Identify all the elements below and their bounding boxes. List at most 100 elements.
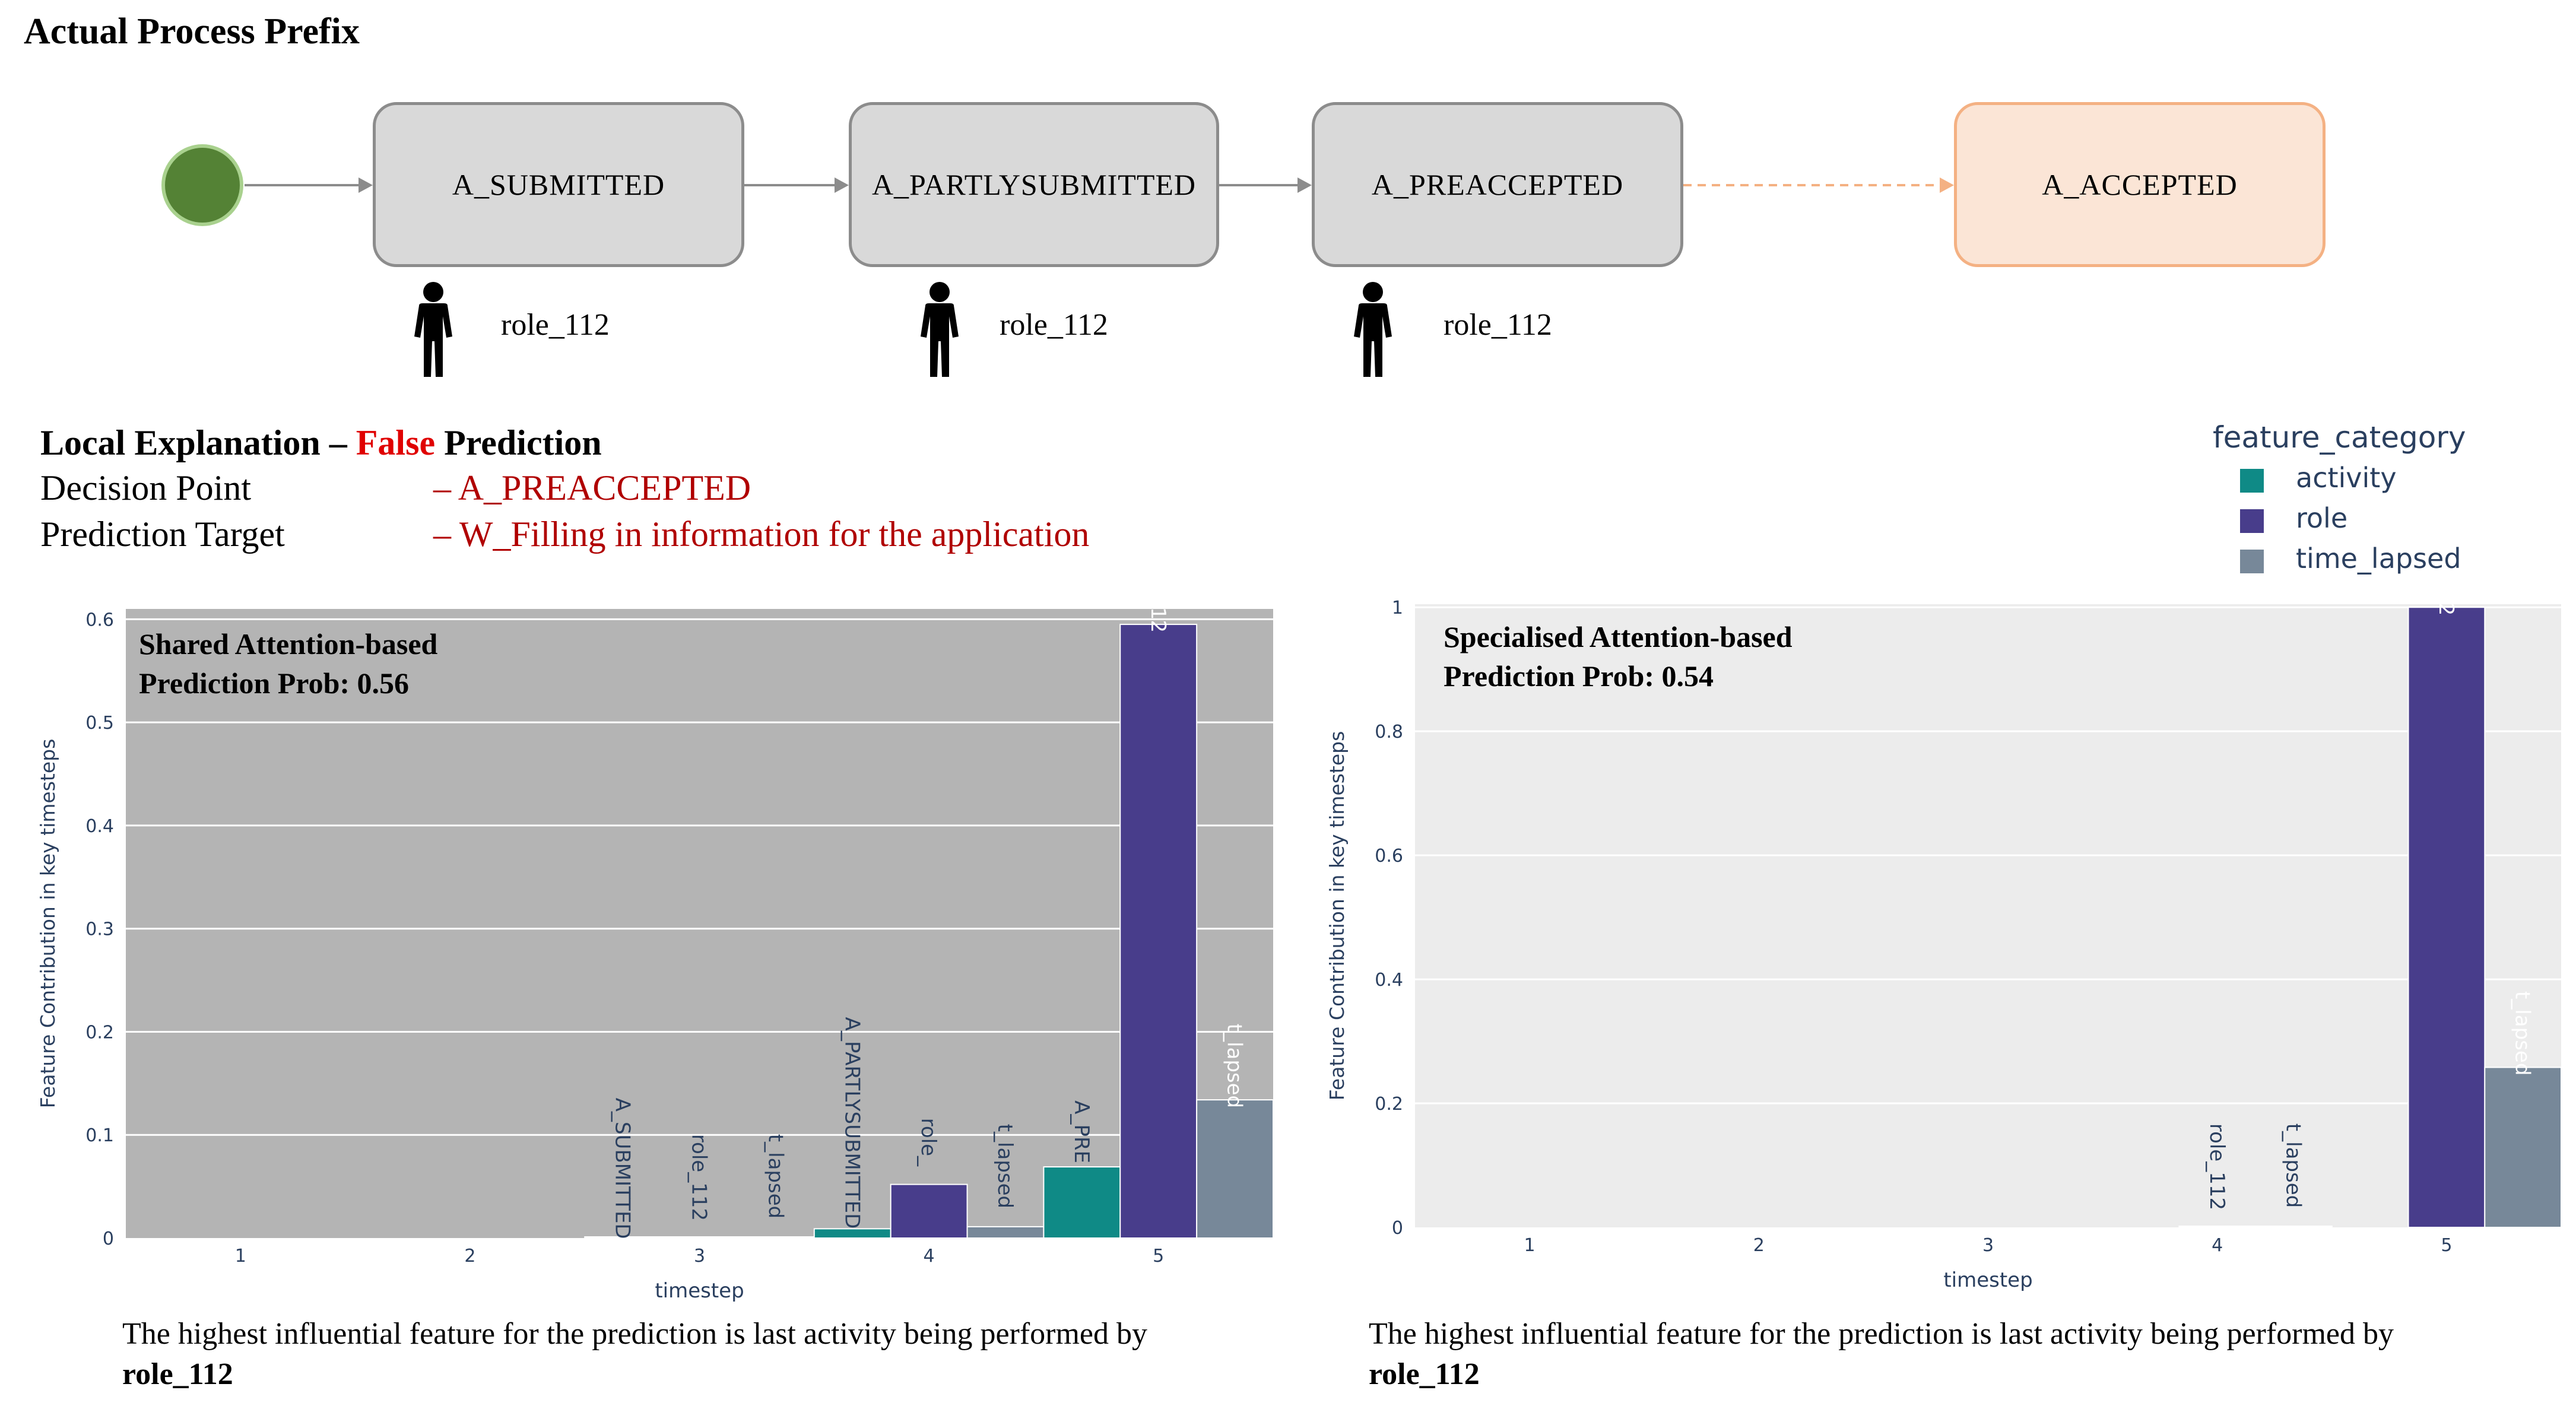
y-tick-label: 0.4: [1375, 970, 1403, 991]
legend-swatch: [2240, 550, 2264, 573]
bar-label: t_lapsed: [993, 1124, 1017, 1208]
specialised-chart-title: Specialised Attention-based Prediction P…: [1444, 617, 1793, 696]
bar-label: role_: [916, 1118, 940, 1167]
caption-bold: role_112: [1369, 1357, 1480, 1391]
bar-time_lapsed: [1196, 1099, 1274, 1239]
shared-chart-caption: The highest influential feature for the …: [122, 1314, 1238, 1395]
plot-area: [126, 609, 1273, 1238]
bar-label: A_PRE: [1070, 1100, 1093, 1163]
legend: feature_category activity role time_laps…: [2213, 420, 2492, 586]
y-tick-label: 0.8: [1375, 722, 1403, 742]
process-connectors: [161, 144, 1954, 226]
legend-item-label: activity: [2296, 462, 2397, 494]
person-icon: [1354, 282, 1392, 377]
x-axis-label: timestep: [1943, 1268, 2032, 1292]
y-tick-label: 0.4: [85, 816, 114, 837]
bar-label: t_lapsed: [2282, 1123, 2305, 1208]
bar-label: t_lapsed: [2511, 991, 2534, 1075]
activity-node-a-preaccepted: A_PREACCEPTED: [1312, 102, 1683, 267]
heading-prefix: Local Explanation –: [40, 423, 356, 462]
bar-role: [2407, 607, 2486, 1229]
x-tick-label: 1: [235, 1246, 246, 1267]
bar-label: A_SUBMITTED: [611, 1098, 635, 1239]
heading-highlight: False: [356, 423, 436, 462]
y-tick-label: 0.5: [85, 713, 114, 734]
role-label: role_112: [1444, 308, 1552, 342]
x-tick-label: 5: [1153, 1246, 1164, 1267]
y-tick-label: 1: [1392, 598, 1403, 618]
y-tick-label: 0.1: [85, 1125, 114, 1146]
bar-activity: [1043, 1166, 1121, 1239]
x-tick-label: 4: [924, 1246, 935, 1267]
bar-label: role_112: [2205, 1123, 2229, 1210]
chart-subtitle-text: Prediction Prob: 0.56: [139, 666, 410, 700]
bar-role: [2178, 1226, 2257, 1228]
legend-title: feature_category: [2213, 420, 2466, 455]
shared-chart-title: Shared Attention-based Prediction Prob: …: [139, 624, 437, 703]
y-tick-label: 0: [1392, 1218, 1403, 1239]
chart-subtitle-text: Prediction Prob: 0.54: [1444, 659, 1714, 693]
legend-swatch: [2240, 469, 2264, 493]
legend-item-label: role: [2296, 502, 2348, 534]
specialised-chart-caption: The highest influential feature for the …: [1369, 1314, 2485, 1395]
bar-role: [661, 1236, 738, 1239]
activity-node-label: A_SUBMITTED: [452, 168, 665, 201]
chart-title-text: Shared Attention-based: [139, 627, 438, 661]
x-tick-label: 5: [2441, 1235, 2452, 1256]
bar-role: [890, 1183, 968, 1239]
heading-suffix: Prediction: [435, 423, 602, 462]
y-tick-label: 0.2: [85, 1022, 114, 1043]
chart-title-text: Specialised Attention-based: [1444, 620, 1793, 653]
y-tick-label: 0.6: [85, 610, 114, 630]
activity-node-a-partlysubmitted: A_PARTLYSUBMITTED: [849, 102, 1219, 267]
person-icon: [921, 282, 959, 377]
role-label: role_112: [501, 308, 610, 342]
bar-label: role_112: [1146, 593, 1170, 633]
y-axis-label: Feature Contribution in key timesteps: [1325, 731, 1349, 1101]
y-tick-label: 0.6: [1375, 846, 1403, 867]
bar-label: role_112: [687, 1134, 711, 1221]
process-title: Actual Process Prefix: [24, 11, 360, 52]
bar-label: t_lapsed: [763, 1134, 787, 1218]
bar-time_lapsed: [737, 1236, 815, 1239]
bar-label: role_112: [2434, 593, 2458, 615]
specialised-attention-chart: 0 0.2 0.4 0.6 0.8 1 1 2 3 4 role_112 t_lapsed 5 role_…: [1325, 593, 2562, 1292]
x-tick-label: 3: [1982, 1235, 1994, 1256]
bar-label: A_PARTLYSUBMITTED: [840, 1017, 864, 1229]
bar-time_lapsed: [2255, 1226, 2333, 1228]
shared-attention-chart: 0 0.1 0.2 0.3 0.4 0.5 0.6 1 2 3 A_SUBMITTED role_11…: [36, 593, 1274, 1303]
x-axis-label: timestep: [655, 1279, 744, 1303]
bar-role: [1119, 624, 1198, 1239]
bar-activity: [813, 1228, 892, 1239]
x-tick-label: 3: [694, 1246, 705, 1267]
prediction-target-label: Prediction Target: [40, 515, 285, 554]
y-tick-label: 0.2: [1375, 1094, 1403, 1115]
x-tick-label: 2: [1753, 1235, 1765, 1256]
x-tick-label: 2: [464, 1246, 475, 1267]
start-event: [161, 144, 243, 226]
prediction-target-value: – W_Filling in information for the appli…: [433, 515, 1090, 554]
y-axis-label: Feature Contribution in key timesteps: [36, 739, 59, 1109]
predicted-activity-label: A_ACCEPTED: [2042, 168, 2238, 201]
bar-label: t_lapsed: [1223, 1024, 1246, 1108]
role-label: role_112: [1000, 308, 1108, 342]
bar-time_lapsed: [966, 1226, 1045, 1239]
y-tick-label: 0: [103, 1229, 114, 1249]
legend-swatch: [2240, 509, 2264, 533]
predicted-activity-node: A_ACCEPTED: [1954, 102, 2326, 267]
explanation-heading: Local Explanation – False Prediction: [40, 423, 602, 464]
x-tick-label: 1: [1524, 1235, 1536, 1256]
caption-text: The highest influential feature for the …: [1369, 1317, 2394, 1351]
activity-node-label: A_PARTLYSUBMITTED: [871, 168, 1197, 201]
person-icon: [414, 282, 452, 377]
x-tick-label: 4: [2212, 1235, 2223, 1256]
caption-text: The highest influential feature for the …: [122, 1317, 1147, 1351]
y-tick-label: 0.3: [85, 919, 114, 940]
activity-node-label: A_PREACCEPTED: [1371, 168, 1624, 201]
plot-area: [1415, 604, 2561, 1227]
decision-point-label: Decision Point: [40, 468, 251, 507]
decision-point-value: – A_PREACCEPTED: [433, 468, 751, 507]
bar-time_lapsed: [2484, 1067, 2562, 1228]
legend-item-label: time_lapsed: [2296, 542, 2461, 575]
activity-node-a-submitted: A_SUBMITTED: [373, 102, 744, 267]
